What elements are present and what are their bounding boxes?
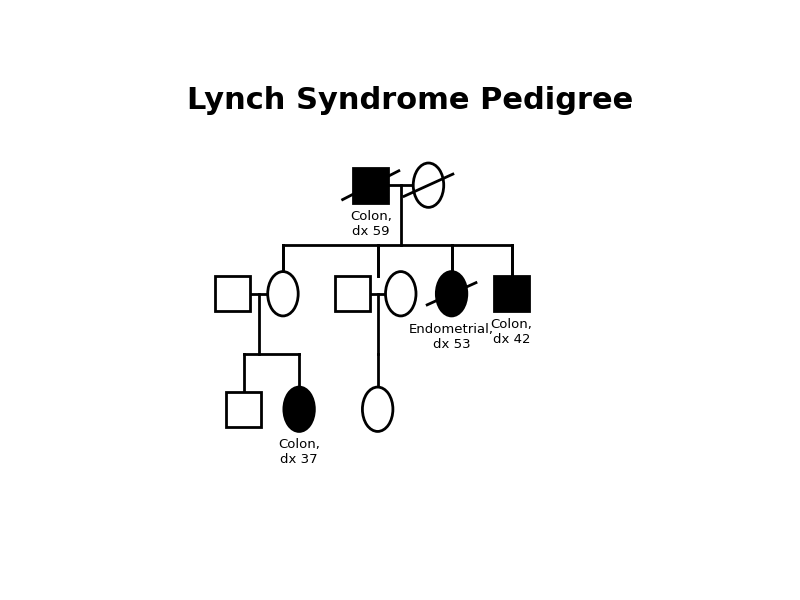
Bar	[334, 276, 370, 311]
Text: Endometrial,
dx 53: Endometrial, dx 53	[409, 323, 494, 351]
Text: Colon,
dx 59: Colon, dx 59	[350, 209, 392, 238]
Text: Lynch Syndrome Pedigree: Lynch Syndrome Pedigree	[187, 86, 633, 115]
Ellipse shape	[268, 272, 298, 316]
Ellipse shape	[284, 387, 314, 431]
Bar	[494, 276, 529, 311]
Ellipse shape	[386, 272, 416, 316]
Ellipse shape	[436, 272, 467, 316]
Text: Colon,
dx 42: Colon, dx 42	[490, 318, 533, 346]
Bar	[214, 276, 250, 311]
Bar	[353, 167, 388, 203]
Ellipse shape	[362, 387, 393, 431]
Text: Colon,
dx 37: Colon, dx 37	[278, 439, 320, 466]
Ellipse shape	[414, 163, 444, 208]
Bar	[226, 392, 262, 427]
